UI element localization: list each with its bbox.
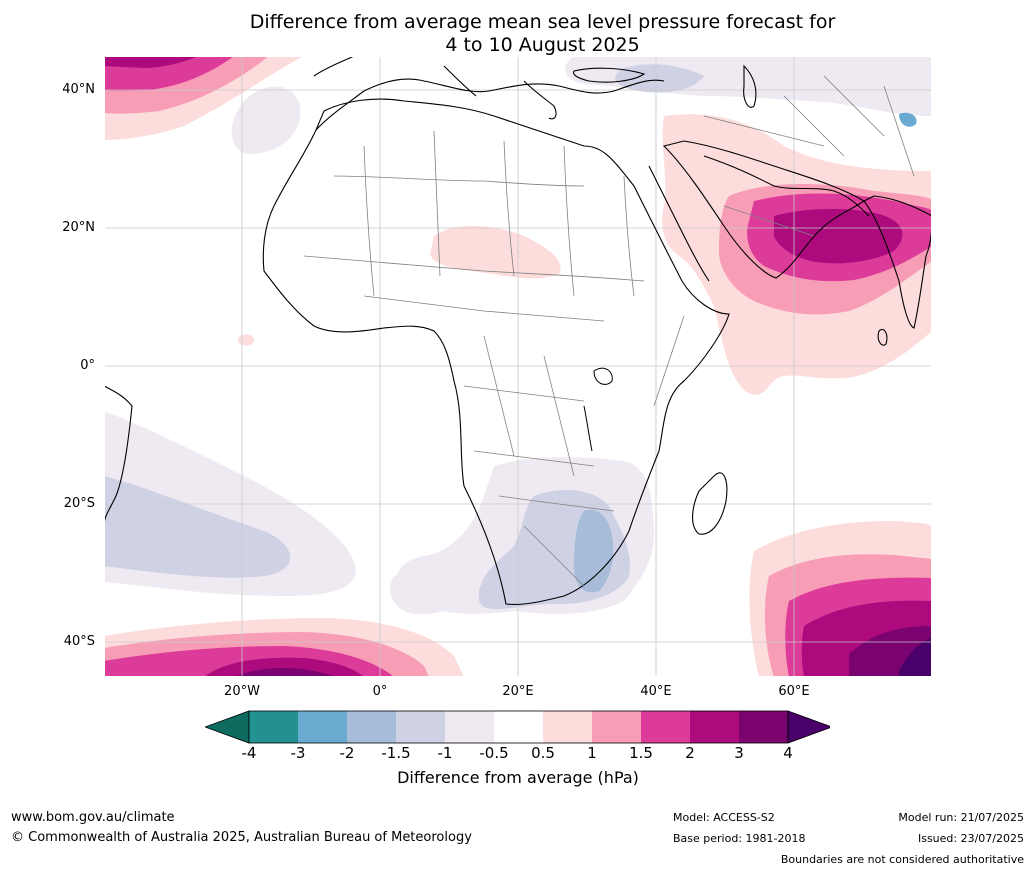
anomaly-southern-ocean-west-positive bbox=[104, 618, 464, 677]
lon-label-60e: 60°E bbox=[778, 684, 810, 699]
anomaly-nw-atlantic-positive bbox=[104, 56, 304, 140]
footer-copyright: © Commonwealth of Australia 2025, Austra… bbox=[11, 830, 472, 845]
lat-label-20s: 20°S bbox=[63, 496, 95, 511]
colorbar-bin bbox=[445, 711, 494, 743]
anomaly-sahara-positive bbox=[430, 225, 561, 279]
colorbar-tick-label: -2 bbox=[339, 744, 355, 762]
colorbar-bin bbox=[592, 711, 641, 743]
colorbar-bin bbox=[249, 711, 298, 743]
footer-base-period: Base period: 1981-2018 bbox=[673, 832, 806, 845]
lat-label-20n: 20°N bbox=[62, 220, 95, 235]
lakes bbox=[583, 367, 613, 452]
colorbar-tick-label: -1 bbox=[437, 744, 453, 762]
map-title-line-1: Difference from average mean sea level p… bbox=[249, 11, 836, 33]
colorbar-tick-label: 3 bbox=[734, 744, 744, 762]
pressure-anomaly-map bbox=[104, 56, 932, 677]
colorbar-bin bbox=[739, 711, 788, 743]
footer-url: www.bom.gov.au/climate bbox=[11, 810, 175, 825]
colorbar-bin bbox=[641, 711, 690, 743]
colorbar-tick-label: -4 bbox=[241, 744, 257, 762]
colorbar-tick-label: -1.5 bbox=[381, 744, 411, 762]
colorbar-bin bbox=[347, 711, 396, 743]
colorbar-extend-min bbox=[203, 710, 250, 744]
lat-label-40s: 40°S bbox=[63, 634, 95, 649]
footer-model: Model: ACCESS-S2 bbox=[673, 811, 775, 824]
colorbar-tick-label: 1.5 bbox=[629, 744, 653, 762]
colorbar-bin bbox=[396, 711, 445, 743]
lon-label-20e: 20°E bbox=[502, 684, 534, 699]
colorbar-bin bbox=[543, 711, 592, 743]
footer-issued: Issued: 23/07/2025 bbox=[917, 832, 1024, 845]
colorbar-bin bbox=[298, 711, 347, 743]
country-borders bbox=[303, 75, 915, 587]
colorbar-bin bbox=[494, 711, 543, 743]
footer-disclaimer: Boundaries are not considered authoritat… bbox=[780, 853, 1024, 866]
anomaly-mideast-blue-spot bbox=[899, 112, 917, 127]
colorbar-tick-label: 1 bbox=[587, 744, 597, 762]
lon-label-0: 0° bbox=[372, 684, 388, 699]
graticule bbox=[104, 56, 932, 677]
colorbar bbox=[203, 710, 834, 744]
map-title-line-2: 4 to 10 August 2025 bbox=[445, 34, 640, 56]
colorbar-title: Difference from average (hPa) bbox=[397, 768, 639, 787]
colorbar-tick-label: 4 bbox=[783, 744, 793, 762]
lat-label-40n: 40°N bbox=[62, 82, 95, 97]
anomaly-south-of-africa-weak-negative bbox=[390, 564, 484, 615]
lon-label-40e: 40°E bbox=[640, 684, 672, 699]
lat-label-0: 0° bbox=[80, 358, 95, 373]
footer-model-run: Model run: 21/07/2025 bbox=[898, 811, 1024, 824]
anomaly-southern-indian-ocean-positive bbox=[749, 521, 932, 677]
colorbar-tick-label: -0.5 bbox=[479, 744, 509, 762]
lon-label-20w: 20°W bbox=[224, 684, 260, 699]
anomaly-atlantic-weak-negative bbox=[231, 86, 301, 155]
colorbar-tick-label: -3 bbox=[290, 744, 306, 762]
colorbar-tick-label: 2 bbox=[685, 744, 695, 762]
anomaly-turkey-negative bbox=[615, 64, 704, 93]
anomaly-south-atlantic-negative bbox=[104, 411, 356, 596]
colorbar-tick-label: 0.5 bbox=[531, 744, 555, 762]
colorbar-bin bbox=[690, 711, 739, 743]
colorbar-border bbox=[248, 710, 789, 744]
anomaly-arabian-sea-positive bbox=[662, 114, 932, 395]
colorbar-extend-max bbox=[787, 710, 834, 744]
coastlines bbox=[104, 56, 932, 605]
